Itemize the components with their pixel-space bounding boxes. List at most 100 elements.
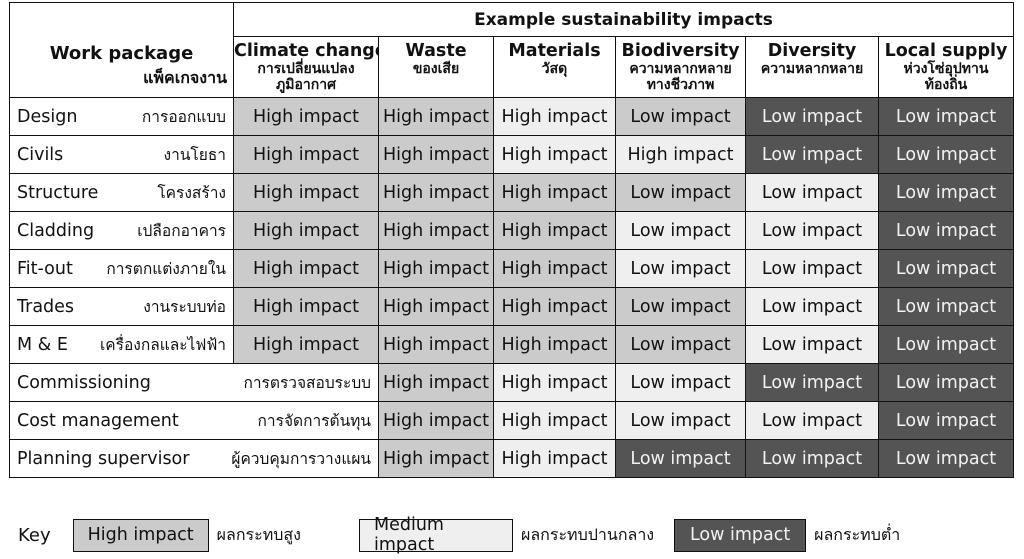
column-title: Biodiversity [621,41,740,61]
impact-cell: High impact [378,135,494,174]
impact-cell: High impact [378,401,494,440]
impact-cell: Low impact [745,173,879,212]
impact-cell: High impact [233,211,379,250]
impact-cell: High impact [493,173,616,212]
impact-cell: Low impact [745,249,879,288]
column-title: Materials [508,41,601,61]
impact-cell: High impact [493,363,616,402]
column-header: Biodiversity ความหลากหลาย ทางชีวภาพ [615,36,746,98]
impact-cell: Low impact [877,135,1015,174]
legend-low-swatch: Low impact [674,518,807,552]
row-label: Planning supervisor ผู้ควบคุมการวางแผน [9,439,379,478]
impact-cell: High impact [378,363,494,402]
work-package-header: Work package แพ็คเกจงาน [9,2,234,98]
impact-cell: Low impact [745,135,879,174]
impact-cell: Low impact [615,363,746,402]
impact-cell: High impact [493,325,616,364]
row-label-thai: การออกแบบ [141,108,226,126]
impact-cell: High impact [233,173,379,212]
impact-cell: High impact [233,135,379,174]
row-label-english: Civils [17,144,64,165]
legend-high-swatch: High impact [72,518,209,552]
row-label-thai: ผู้ควบคุมการวางแผน [231,450,371,468]
row-label: Cladding เปลือกอาคาร [9,211,234,250]
legend-high-thai: ผลกระทบสูง [216,524,301,544]
impact-cell: Low impact [745,325,879,364]
impact-cell: Low impact [615,249,746,288]
legend: Key High impact ผลกระทบสูง Medium impact… [18,515,916,555]
column-title: Local supply [884,41,1008,61]
table-row: Cladding เปลือกอาคาร High impact High impac… [9,211,1015,250]
impact-cell: High impact [233,249,379,288]
row-label-thai: งานโยธา [163,146,226,164]
impact-cell: Low impact [877,439,1015,478]
impact-cell: Low impact [877,363,1015,402]
row-label: Structure โครงสร้าง [9,173,234,212]
table-row: Design การออกแบบ High impact High impact Hig… [9,97,1015,136]
table-row: M & E เครื่องกลและไฟฟ้า High impact High im… [9,325,1015,364]
impact-cell: High impact [378,97,494,136]
row-label: Cost management การจัดการต้นทุน [9,401,379,440]
row-label-thai: การตรวจสอบระบบ [243,374,371,392]
impact-cell: High impact [233,325,379,364]
work-package-title: Work package [49,43,194,64]
impact-cell: High impact [615,135,746,174]
column-title: Diversity [767,41,857,61]
impact-cell: Low impact [745,287,879,326]
column-title-thai: ของเสีย [412,61,460,77]
impact-cell: High impact [378,439,494,478]
impact-cell: High impact [493,97,616,136]
table-row: Planning supervisor ผู้ควบคุมการวางแผน Hig… [9,439,1015,478]
impact-cell: High impact [378,325,494,364]
impact-cell: Low impact [877,97,1015,136]
column-title-thai: การเปลี่ยนแปลง ภูมิอากาศ [257,61,355,93]
impact-cell: High impact [378,287,494,326]
column-header: Diversity ความหลากหลาย [745,36,879,98]
table-row: Structure โครงสร้าง High impact High impact… [9,173,1015,212]
impact-cell: High impact [493,249,616,288]
impact-cell: Low impact [615,325,746,364]
table-row: Commissioning การตรวจสอบระบบ High impact Hi… [9,363,1015,402]
impact-cell: High impact [378,211,494,250]
row-label-english: Structure [17,182,99,203]
impact-cell: Low impact [877,249,1015,288]
column-header: Local supply ห่วงโซ่อุปทาน ท้องถิ่น [877,36,1015,98]
row-label-english: Commissioning [17,372,151,393]
work-package-title-thai: แพ็คเกจงาน [143,68,227,87]
legend-medium-thai: ผลกระทบปานกลาง [520,524,655,544]
impact-cell: Low impact [615,97,746,136]
impact-cell: High impact [233,287,379,326]
row-label-thai: เครื่องกลและไฟฟ้า [99,336,226,354]
impact-cell: Low impact [745,363,879,402]
impacts-group-title: Example sustainability impacts [232,2,1015,37]
column-title: Climate change [234,41,379,61]
column-title: Waste [405,41,467,61]
impact-cell: Low impact [745,439,879,478]
row-label-english: M & E [17,334,68,355]
impact-cell: Low impact [615,401,746,440]
impact-cell: Low impact [615,439,746,478]
row-label-english: Cost management [17,410,179,431]
legend-medium-swatch: Medium impact [358,515,513,555]
impact-cell: Low impact [745,401,879,440]
impact-cell: High impact [493,287,616,326]
column-title-thai: วัสดุ [541,61,568,77]
table-row: Trades งานระบบท่อ High impact High impact Hi… [9,287,1015,326]
column-header: Climate change การเปลี่ยนแปลง ภูมิอากาศ [233,36,379,98]
impact-cell: High impact [233,97,379,136]
impact-cell: High impact [378,249,494,288]
row-label-thai: การจัดการต้นทุน [257,412,371,430]
impact-cell: Low impact [877,325,1015,364]
column-title-thai: ความหลากหลาย ทางชีวภาพ [629,61,732,93]
impact-cell: Low impact [877,287,1015,326]
impact-cell: Low impact [745,97,879,136]
column-title-thai: ความหลากหลาย [760,61,864,77]
table-row: Fit-out การตกแต่งภายใน High impact High imp… [9,249,1015,288]
table-row: Cost management การจัดการต้นทุน High impac… [9,401,1015,440]
impact-cell: Low impact [615,211,746,250]
row-label-thai: การตกแต่งภายใน [106,260,226,278]
impact-cell: Low impact [615,287,746,326]
impact-cell: Low impact [745,211,879,250]
row-label: Commissioning การตรวจสอบระบบ [9,363,379,402]
impact-cell: Low impact [877,211,1015,250]
